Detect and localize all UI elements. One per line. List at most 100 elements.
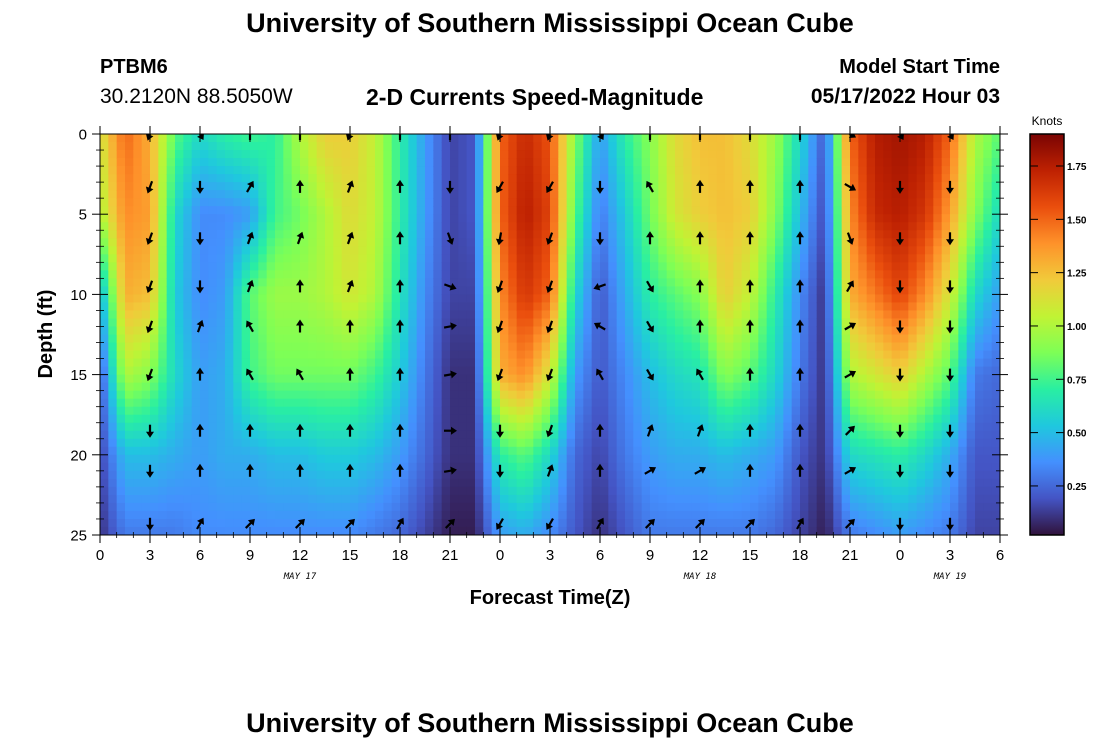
heatmap-cell	[525, 182, 534, 191]
heatmap-cell	[608, 454, 618, 464]
heatmap-cell	[425, 222, 434, 231]
heatmap-cell	[816, 486, 826, 496]
heatmap-cell	[900, 326, 909, 336]
heatmap-cell	[616, 398, 626, 408]
heatmap-cell	[500, 518, 509, 528]
heatmap-cell	[283, 166, 293, 175]
heatmap-cell	[775, 462, 784, 472]
heatmap-cell	[658, 502, 668, 512]
heatmap-cell	[400, 238, 409, 247]
heatmap-cell	[116, 302, 126, 312]
heatmap-cell	[308, 158, 318, 167]
heatmap-cell	[300, 302, 309, 312]
heatmap-cell	[491, 470, 501, 480]
heatmap-cell	[808, 182, 818, 191]
heatmap-cell	[708, 438, 718, 448]
heatmap-cell	[775, 302, 784, 312]
heatmap-cell	[233, 414, 243, 424]
heatmap-cell	[691, 494, 701, 504]
heatmap-cell	[575, 294, 584, 304]
heatmap-cell	[441, 374, 451, 384]
heatmap-cell	[625, 262, 634, 271]
heatmap-cell	[683, 414, 693, 424]
heatmap-cell	[800, 294, 809, 304]
heatmap-cell	[408, 350, 418, 360]
heatmap-cell	[566, 214, 576, 223]
heatmap-cell	[491, 486, 501, 496]
heatmap-cell	[391, 222, 401, 231]
heatmap-cell	[108, 198, 118, 207]
heatmap-cell	[683, 382, 693, 392]
heatmap-cell	[291, 510, 301, 520]
heatmap-cell	[241, 190, 251, 199]
heatmap-cell	[516, 430, 526, 440]
heatmap-cell	[491, 294, 501, 304]
heatmap-cell	[433, 406, 443, 416]
heatmap-cell	[116, 502, 126, 512]
heatmap-cell	[775, 454, 784, 464]
heatmap-cell	[283, 454, 293, 464]
heatmap-cell	[358, 494, 368, 504]
heatmap-cell	[816, 438, 826, 448]
heatmap-cell	[875, 318, 884, 328]
heatmap-cell	[658, 222, 668, 231]
heatmap-cell	[675, 406, 684, 416]
heatmap-cell	[791, 278, 801, 287]
heatmap-cell	[250, 182, 259, 191]
heatmap-cell	[783, 454, 793, 464]
heatmap-cell	[500, 198, 509, 207]
heatmap-cell	[425, 270, 434, 279]
heatmap-cell	[216, 342, 226, 352]
heatmap-cell	[775, 222, 784, 231]
heatmap-cell	[891, 422, 901, 432]
heatmap-cell	[883, 406, 893, 416]
heatmap-cell	[450, 406, 459, 416]
heatmap-cell	[808, 334, 818, 344]
heatmap-cell	[383, 222, 393, 231]
heatmap-cell	[341, 182, 351, 191]
heatmap-cell	[216, 206, 226, 215]
heatmap-cell	[416, 222, 426, 231]
heatmap-cell	[558, 486, 568, 496]
heatmap-cell	[366, 438, 376, 448]
heatmap-cell	[408, 462, 418, 472]
heatmap-cell	[200, 246, 209, 255]
heatmap-cell	[133, 406, 143, 416]
heatmap-cell	[675, 326, 684, 336]
heatmap-cell	[566, 246, 576, 255]
heatmap-cell	[633, 230, 643, 239]
heatmap-cell	[475, 270, 484, 279]
heatmap-cell	[883, 502, 893, 512]
heatmap-cell	[600, 134, 609, 143]
heatmap-cell	[441, 142, 451, 151]
heatmap-cell	[116, 238, 126, 247]
heatmap-cell	[291, 398, 301, 408]
heatmap-cell	[691, 294, 701, 304]
heatmap-cell	[300, 446, 309, 456]
heatmap-cell	[741, 142, 751, 151]
heatmap-cell	[133, 190, 143, 199]
heatmap-cell	[575, 366, 584, 376]
heatmap-cell	[800, 374, 809, 384]
heatmap-cell	[800, 230, 809, 239]
heatmap-cell	[200, 518, 209, 528]
heatmap-cell	[141, 246, 151, 255]
heatmap-cell	[883, 294, 893, 304]
heatmap-cell	[225, 182, 234, 191]
heatmap-cell	[216, 142, 226, 151]
heatmap-cell	[400, 470, 409, 480]
heatmap-cell	[458, 438, 468, 448]
heatmap-cell	[250, 486, 259, 496]
heatmap-cell	[908, 470, 918, 480]
heatmap-cell	[558, 422, 568, 432]
heatmap-cell	[575, 158, 584, 167]
heatmap-cell	[458, 326, 468, 336]
heatmap-cell	[491, 310, 501, 320]
heatmap-cell	[825, 150, 834, 159]
heatmap-cell	[508, 262, 518, 271]
heatmap-cell	[650, 270, 659, 279]
heatmap-cell	[158, 526, 168, 535]
heatmap-cell	[608, 526, 618, 535]
heatmap-cell	[425, 278, 434, 287]
heatmap-cell	[141, 334, 151, 344]
